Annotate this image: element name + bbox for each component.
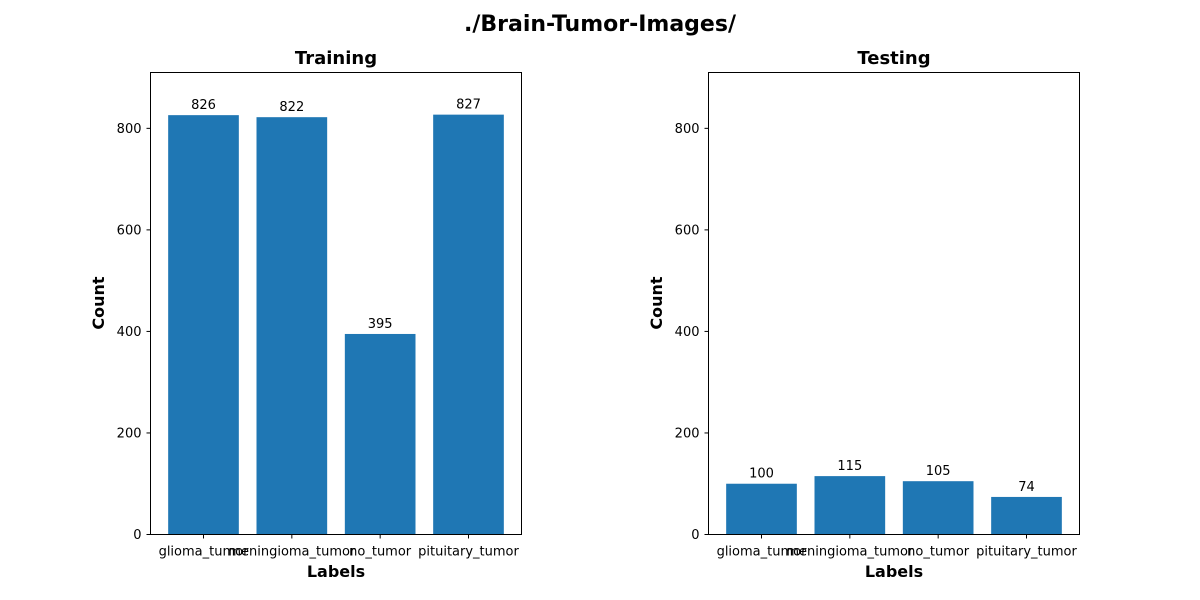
plot-frame xyxy=(150,72,522,535)
y-axis-label: Count xyxy=(89,276,108,330)
y-tick-label: 800 xyxy=(117,122,142,137)
x-tick-label: glioma_tumor xyxy=(159,545,250,560)
y-tick-label: 600 xyxy=(675,223,700,238)
y-tick-label: 200 xyxy=(117,426,142,441)
x-axis-label: Labels xyxy=(865,562,923,581)
x-tick-label: glioma_tumor xyxy=(717,545,808,560)
x-tick-label: pituitary_tumor xyxy=(418,545,519,560)
plot-frame xyxy=(708,72,1080,535)
bar-value-label: 826 xyxy=(191,98,216,113)
testing-chart: Testing Count Labels 100 115 105 74 glioma_… xyxy=(647,48,1080,581)
bar xyxy=(168,115,239,535)
bar xyxy=(726,483,797,535)
bar xyxy=(256,117,328,535)
chart-title: Training xyxy=(295,48,377,69)
bars: 826 822 395 827 xyxy=(168,98,504,535)
bar-value-label: 105 xyxy=(926,464,951,479)
x-tick-label: meningioma_tumor xyxy=(786,545,914,560)
y-tick-label: 0 xyxy=(133,528,141,543)
figure-title: ./Brain-Tumor-Images/ xyxy=(464,12,737,37)
bar-value-label: 74 xyxy=(1018,480,1035,495)
bar-value-label: 822 xyxy=(279,100,304,115)
bars: 100 115 105 74 xyxy=(726,459,1062,535)
y-axis-label: Count xyxy=(647,276,666,330)
y-tick-label: 0 xyxy=(691,528,699,543)
chart-title: Testing xyxy=(857,48,930,69)
training-chart: Training Count Labels 826 822 395 827 gliom… xyxy=(89,48,522,581)
bar-value-label: 827 xyxy=(456,98,481,113)
x-axis-label: Labels xyxy=(307,562,365,581)
bar-value-label: 100 xyxy=(749,467,774,482)
bar-value-label: 395 xyxy=(368,317,393,332)
y-tick-label: 400 xyxy=(675,325,700,340)
bar xyxy=(991,496,1062,535)
bar xyxy=(902,481,974,535)
y-tick-label: 600 xyxy=(117,223,142,238)
x-tick-label: no_tumor xyxy=(349,545,412,560)
x-tick-label: pituitary_tumor xyxy=(976,545,1077,560)
bar-value-label: 115 xyxy=(837,459,862,474)
x-tick-label: no_tumor xyxy=(907,545,970,560)
y-tick-label: 200 xyxy=(675,426,700,441)
bar xyxy=(814,476,886,535)
y-tick-label: 400 xyxy=(117,325,142,340)
x-tick-label: meningioma_tumor xyxy=(228,545,356,560)
bar xyxy=(433,114,504,535)
y-tick-label: 800 xyxy=(675,122,700,137)
bar xyxy=(344,333,416,535)
